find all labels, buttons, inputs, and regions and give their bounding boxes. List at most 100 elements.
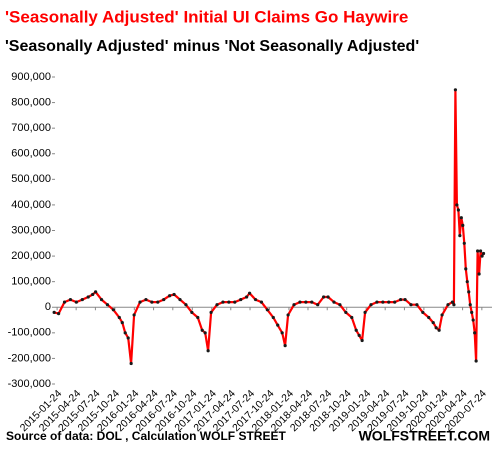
data-point <box>459 216 463 220</box>
data-point <box>221 300 225 304</box>
data-point <box>369 303 373 307</box>
data-point <box>476 249 480 253</box>
data-point <box>286 313 290 317</box>
brand: WOLFSTREET.COM <box>359 428 490 444</box>
data-point <box>434 326 438 330</box>
data-point <box>123 331 127 335</box>
data-point <box>138 300 142 304</box>
y-tick-label: 200,000 <box>11 250 51 262</box>
data-point <box>387 300 391 304</box>
data-point <box>360 338 364 343</box>
data-line <box>53 88 485 365</box>
data-point <box>421 310 425 314</box>
data-point <box>381 300 385 304</box>
data-point <box>332 300 336 304</box>
data-point <box>403 297 407 302</box>
data-point <box>474 359 478 363</box>
data-point <box>132 313 136 317</box>
data-point <box>144 297 148 302</box>
data-point <box>247 291 252 295</box>
data-point <box>111 308 115 312</box>
data-point <box>338 303 342 307</box>
data-point <box>453 88 458 92</box>
data-point <box>68 297 73 302</box>
data-point <box>357 333 361 337</box>
data-point <box>375 300 379 304</box>
y-tick-label: 700,000 <box>11 122 51 134</box>
data-point <box>172 292 176 297</box>
data-point <box>310 300 314 304</box>
data-point <box>304 300 308 304</box>
data-point <box>409 303 413 307</box>
y-tick-label: -200,000 <box>8 352 51 364</box>
y-tick-label: 500,000 <box>11 173 51 185</box>
data-point <box>209 310 213 314</box>
data-point <box>215 303 219 307</box>
data-point <box>415 303 419 307</box>
y-tick-label: 800,000 <box>11 96 51 108</box>
data-point <box>393 300 397 304</box>
data-point <box>481 251 486 256</box>
y-tick-label: 900,000 <box>11 71 51 83</box>
data-point <box>283 344 287 348</box>
data-point <box>56 312 61 316</box>
y-tick-label: -300,000 <box>8 378 51 390</box>
data-point <box>473 331 477 335</box>
data-point <box>200 328 204 332</box>
data-point <box>162 297 166 302</box>
data-point <box>271 315 275 320</box>
data-point <box>62 300 67 304</box>
y-tick-label: 100,000 <box>11 276 51 288</box>
chart-subtitle: 'Seasonally Adjusted' minus 'Not Seasona… <box>5 38 419 55</box>
data-point <box>455 203 459 207</box>
data-point <box>203 331 207 335</box>
source-note: Source of data: DOL , Calculation WOLF S… <box>6 429 286 443</box>
data-point <box>316 303 320 307</box>
y-tick-label: -100,000 <box>8 327 51 339</box>
data-point <box>363 310 367 314</box>
data-point <box>462 241 466 245</box>
data-point <box>265 308 269 312</box>
data-point <box>150 300 154 304</box>
data-point <box>259 300 264 304</box>
data-point <box>129 361 133 366</box>
data-point <box>427 315 431 320</box>
data-point <box>458 234 462 238</box>
data-point <box>190 310 194 314</box>
data-point <box>74 300 78 304</box>
data-point <box>126 336 130 340</box>
y-tick-label: 0 <box>45 301 51 313</box>
data-point <box>52 310 56 314</box>
data-point <box>196 315 200 320</box>
data-point <box>298 300 302 304</box>
data-point <box>446 303 450 307</box>
data-point <box>245 295 249 299</box>
data-point <box>156 300 160 304</box>
data-point <box>253 297 258 302</box>
data-point <box>168 294 172 298</box>
data-point <box>344 310 348 314</box>
y-tick-label: 300,000 <box>11 224 51 236</box>
data-point <box>322 295 326 299</box>
data-point <box>440 313 444 317</box>
data-point <box>206 349 210 353</box>
data-point <box>120 321 124 325</box>
data-point <box>276 323 280 327</box>
data-point <box>480 254 484 258</box>
data-point <box>467 290 471 294</box>
data-point <box>239 297 243 302</box>
data-point <box>292 303 296 307</box>
data-point <box>470 310 474 314</box>
data-point <box>354 328 358 332</box>
y-tick-label: 600,000 <box>11 148 51 160</box>
data-point <box>461 223 465 227</box>
data-point <box>437 328 441 332</box>
data-point <box>468 303 472 307</box>
data-point <box>80 297 84 302</box>
data-point <box>478 249 483 253</box>
data-point <box>350 315 354 320</box>
data-point <box>86 295 90 299</box>
data-point <box>471 318 475 322</box>
data-point <box>465 280 469 284</box>
